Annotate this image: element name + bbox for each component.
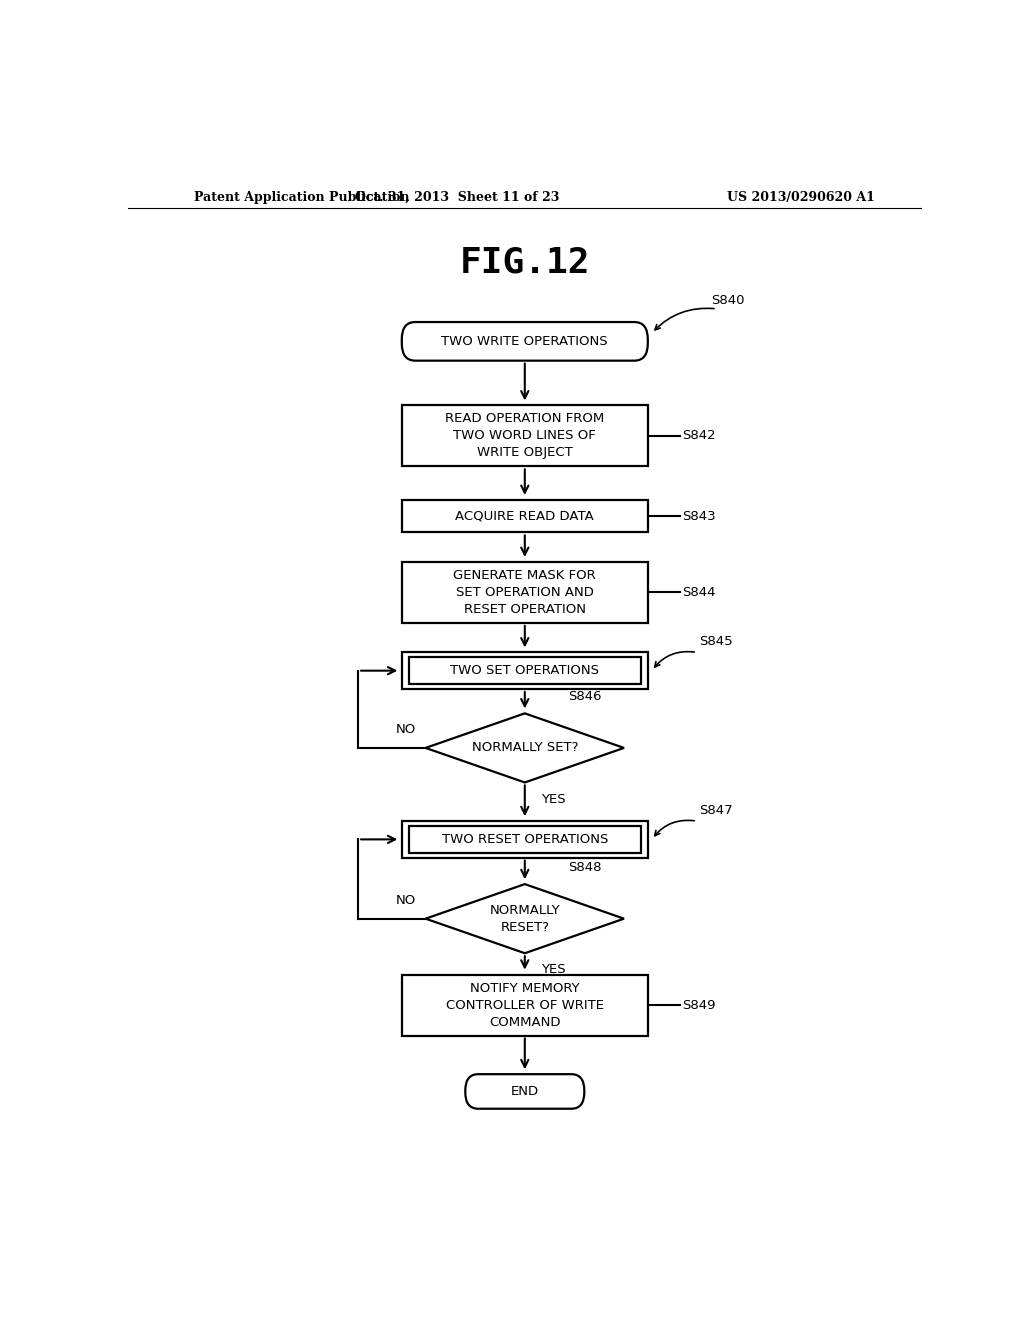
Bar	[401, 974, 648, 1036]
Text: S846: S846	[568, 690, 602, 704]
Text: FIG.12: FIG.12	[460, 246, 590, 279]
Polygon shape	[426, 713, 624, 783]
Text: S849: S849	[682, 998, 716, 1011]
Bar	[401, 562, 648, 623]
Text: S845: S845	[699, 635, 733, 648]
Text: YES: YES	[541, 792, 565, 805]
Text: S843: S843	[682, 510, 716, 523]
Bar	[401, 821, 648, 858]
FancyBboxPatch shape	[401, 322, 648, 360]
Text: TWO WRITE OPERATIONS: TWO WRITE OPERATIONS	[441, 335, 608, 348]
Text: S847: S847	[699, 804, 733, 817]
FancyBboxPatch shape	[465, 1074, 585, 1109]
Text: YES: YES	[541, 964, 565, 977]
Text: END: END	[511, 1085, 539, 1098]
Text: ACQUIRE READ DATA: ACQUIRE READ DATA	[456, 510, 594, 523]
Text: S842: S842	[682, 429, 716, 442]
Text: READ OPERATION FROM
TWO WORD LINES OF
WRITE OBJECT: READ OPERATION FROM TWO WORD LINES OF WR…	[445, 412, 604, 459]
Bar	[401, 405, 648, 466]
Text: US 2013/0290620 A1: US 2013/0290620 A1	[727, 190, 876, 203]
Polygon shape	[426, 884, 624, 953]
Bar	[409, 657, 641, 684]
Text: TWO RESET OPERATIONS: TWO RESET OPERATIONS	[441, 833, 608, 846]
Text: NORMALLY
RESET?: NORMALLY RESET?	[489, 904, 560, 933]
Text: GENERATE MASK FOR
SET OPERATION AND
RESET OPERATION: GENERATE MASK FOR SET OPERATION AND RESE…	[454, 569, 596, 616]
Text: NOTIFY MEMORY
CONTROLLER OF WRITE
COMMAND: NOTIFY MEMORY CONTROLLER OF WRITE COMMAN…	[445, 982, 604, 1028]
Text: S844: S844	[682, 586, 716, 599]
Text: NORMALLY SET?: NORMALLY SET?	[471, 742, 579, 755]
Text: S848: S848	[568, 861, 602, 874]
Text: NO: NO	[396, 723, 416, 737]
Bar	[409, 826, 641, 853]
Text: TWO SET OPERATIONS: TWO SET OPERATIONS	[451, 664, 599, 677]
Bar	[401, 500, 648, 532]
Text: Patent Application Publication: Patent Application Publication	[194, 190, 410, 203]
Bar	[401, 652, 648, 689]
Text: NO: NO	[396, 894, 416, 907]
Text: S840: S840	[712, 294, 744, 306]
Text: Oct. 31, 2013  Sheet 11 of 23: Oct. 31, 2013 Sheet 11 of 23	[355, 190, 559, 203]
